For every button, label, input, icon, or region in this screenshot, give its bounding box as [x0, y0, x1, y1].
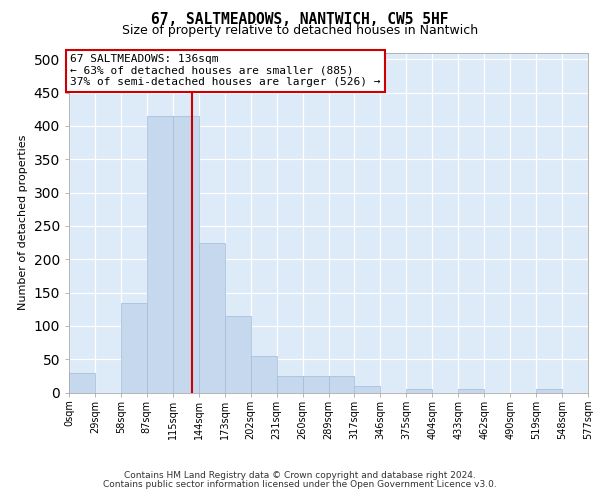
Bar — [147, 116, 173, 392]
Text: Contains HM Land Registry data © Crown copyright and database right 2024.: Contains HM Land Registry data © Crown c… — [124, 471, 476, 480]
Text: 67 SALTMEADOWS: 136sqm
← 63% of detached houses are smaller (885)
37% of semi-de: 67 SALTMEADOWS: 136sqm ← 63% of detached… — [70, 54, 380, 88]
Bar — [536, 389, 562, 392]
Bar — [69, 372, 95, 392]
Bar — [302, 376, 329, 392]
Bar — [458, 389, 484, 392]
Text: 67, SALTMEADOWS, NANTWICH, CW5 5HF: 67, SALTMEADOWS, NANTWICH, CW5 5HF — [151, 12, 449, 28]
Y-axis label: Number of detached properties: Number of detached properties — [18, 135, 28, 310]
Bar — [406, 389, 432, 392]
Bar — [199, 242, 224, 392]
Bar — [121, 302, 147, 392]
Bar — [225, 316, 251, 392]
Bar — [329, 376, 355, 392]
Bar — [277, 376, 302, 392]
Text: Contains public sector information licensed under the Open Government Licence v3: Contains public sector information licen… — [103, 480, 497, 489]
Bar — [355, 386, 380, 392]
Text: Size of property relative to detached houses in Nantwich: Size of property relative to detached ho… — [122, 24, 478, 37]
Bar — [173, 116, 199, 392]
Bar — [251, 356, 277, 393]
